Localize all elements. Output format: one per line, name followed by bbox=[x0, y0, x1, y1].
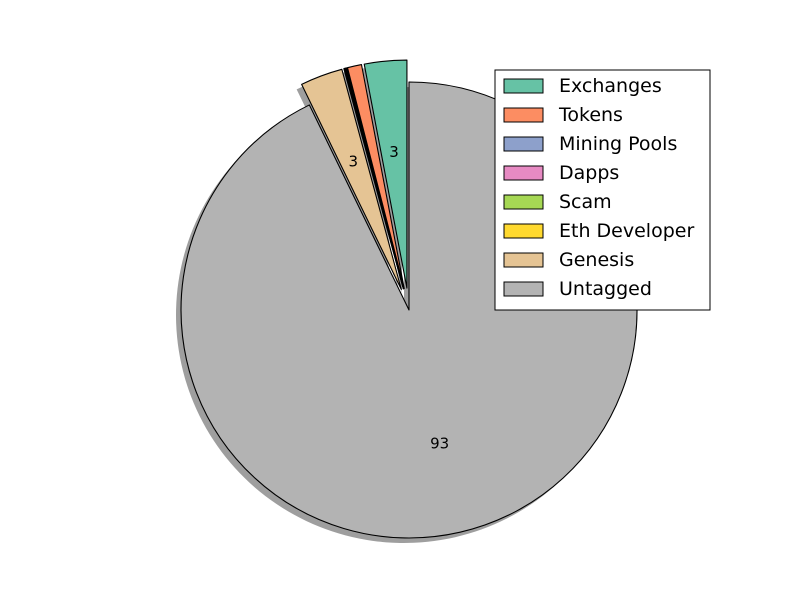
legend-swatch-untagged bbox=[503, 281, 544, 297]
legend-swatch-mining-pools bbox=[503, 136, 544, 152]
slice-label-genesis: 3 bbox=[349, 152, 359, 170]
legend-swatch-dapps bbox=[503, 165, 544, 181]
legend-label-mining-pools: Mining Pools bbox=[559, 133, 677, 155]
pie-slice-exchanges bbox=[363, 59, 408, 289]
slice-labels: 3 3 93 bbox=[349, 143, 450, 452]
legend-label-eth-developer: Eth Developer bbox=[559, 220, 694, 242]
legend-label-tokens: Tokens bbox=[558, 104, 623, 126]
pie-slice-tokens bbox=[346, 64, 405, 290]
legend-label-exchanges: Exchanges bbox=[559, 75, 662, 97]
slice-label-exchanges: 3 bbox=[389, 143, 399, 161]
slice-label-untagged: 93 bbox=[430, 434, 449, 452]
legend-swatch-eth-developer bbox=[503, 223, 544, 239]
legend-label-untagged: Untagged bbox=[559, 278, 652, 300]
legend-swatch-tokens bbox=[503, 107, 544, 123]
legend-label-scam: Scam bbox=[559, 191, 612, 213]
pie-slice-genesis bbox=[301, 68, 402, 290]
legend-swatch-scam bbox=[503, 194, 544, 210]
legend-label-dapps: Dapps bbox=[559, 162, 619, 184]
legend: Exchanges Tokens Mining Pools Dapps Scam Eth … bbox=[494, 69, 711, 311]
pie-slice-eth-developer bbox=[343, 67, 404, 290]
legend-swatch-exchanges bbox=[503, 78, 544, 94]
legend-swatch-genesis bbox=[503, 252, 544, 268]
legend-label-genesis: Genesis bbox=[559, 249, 634, 271]
